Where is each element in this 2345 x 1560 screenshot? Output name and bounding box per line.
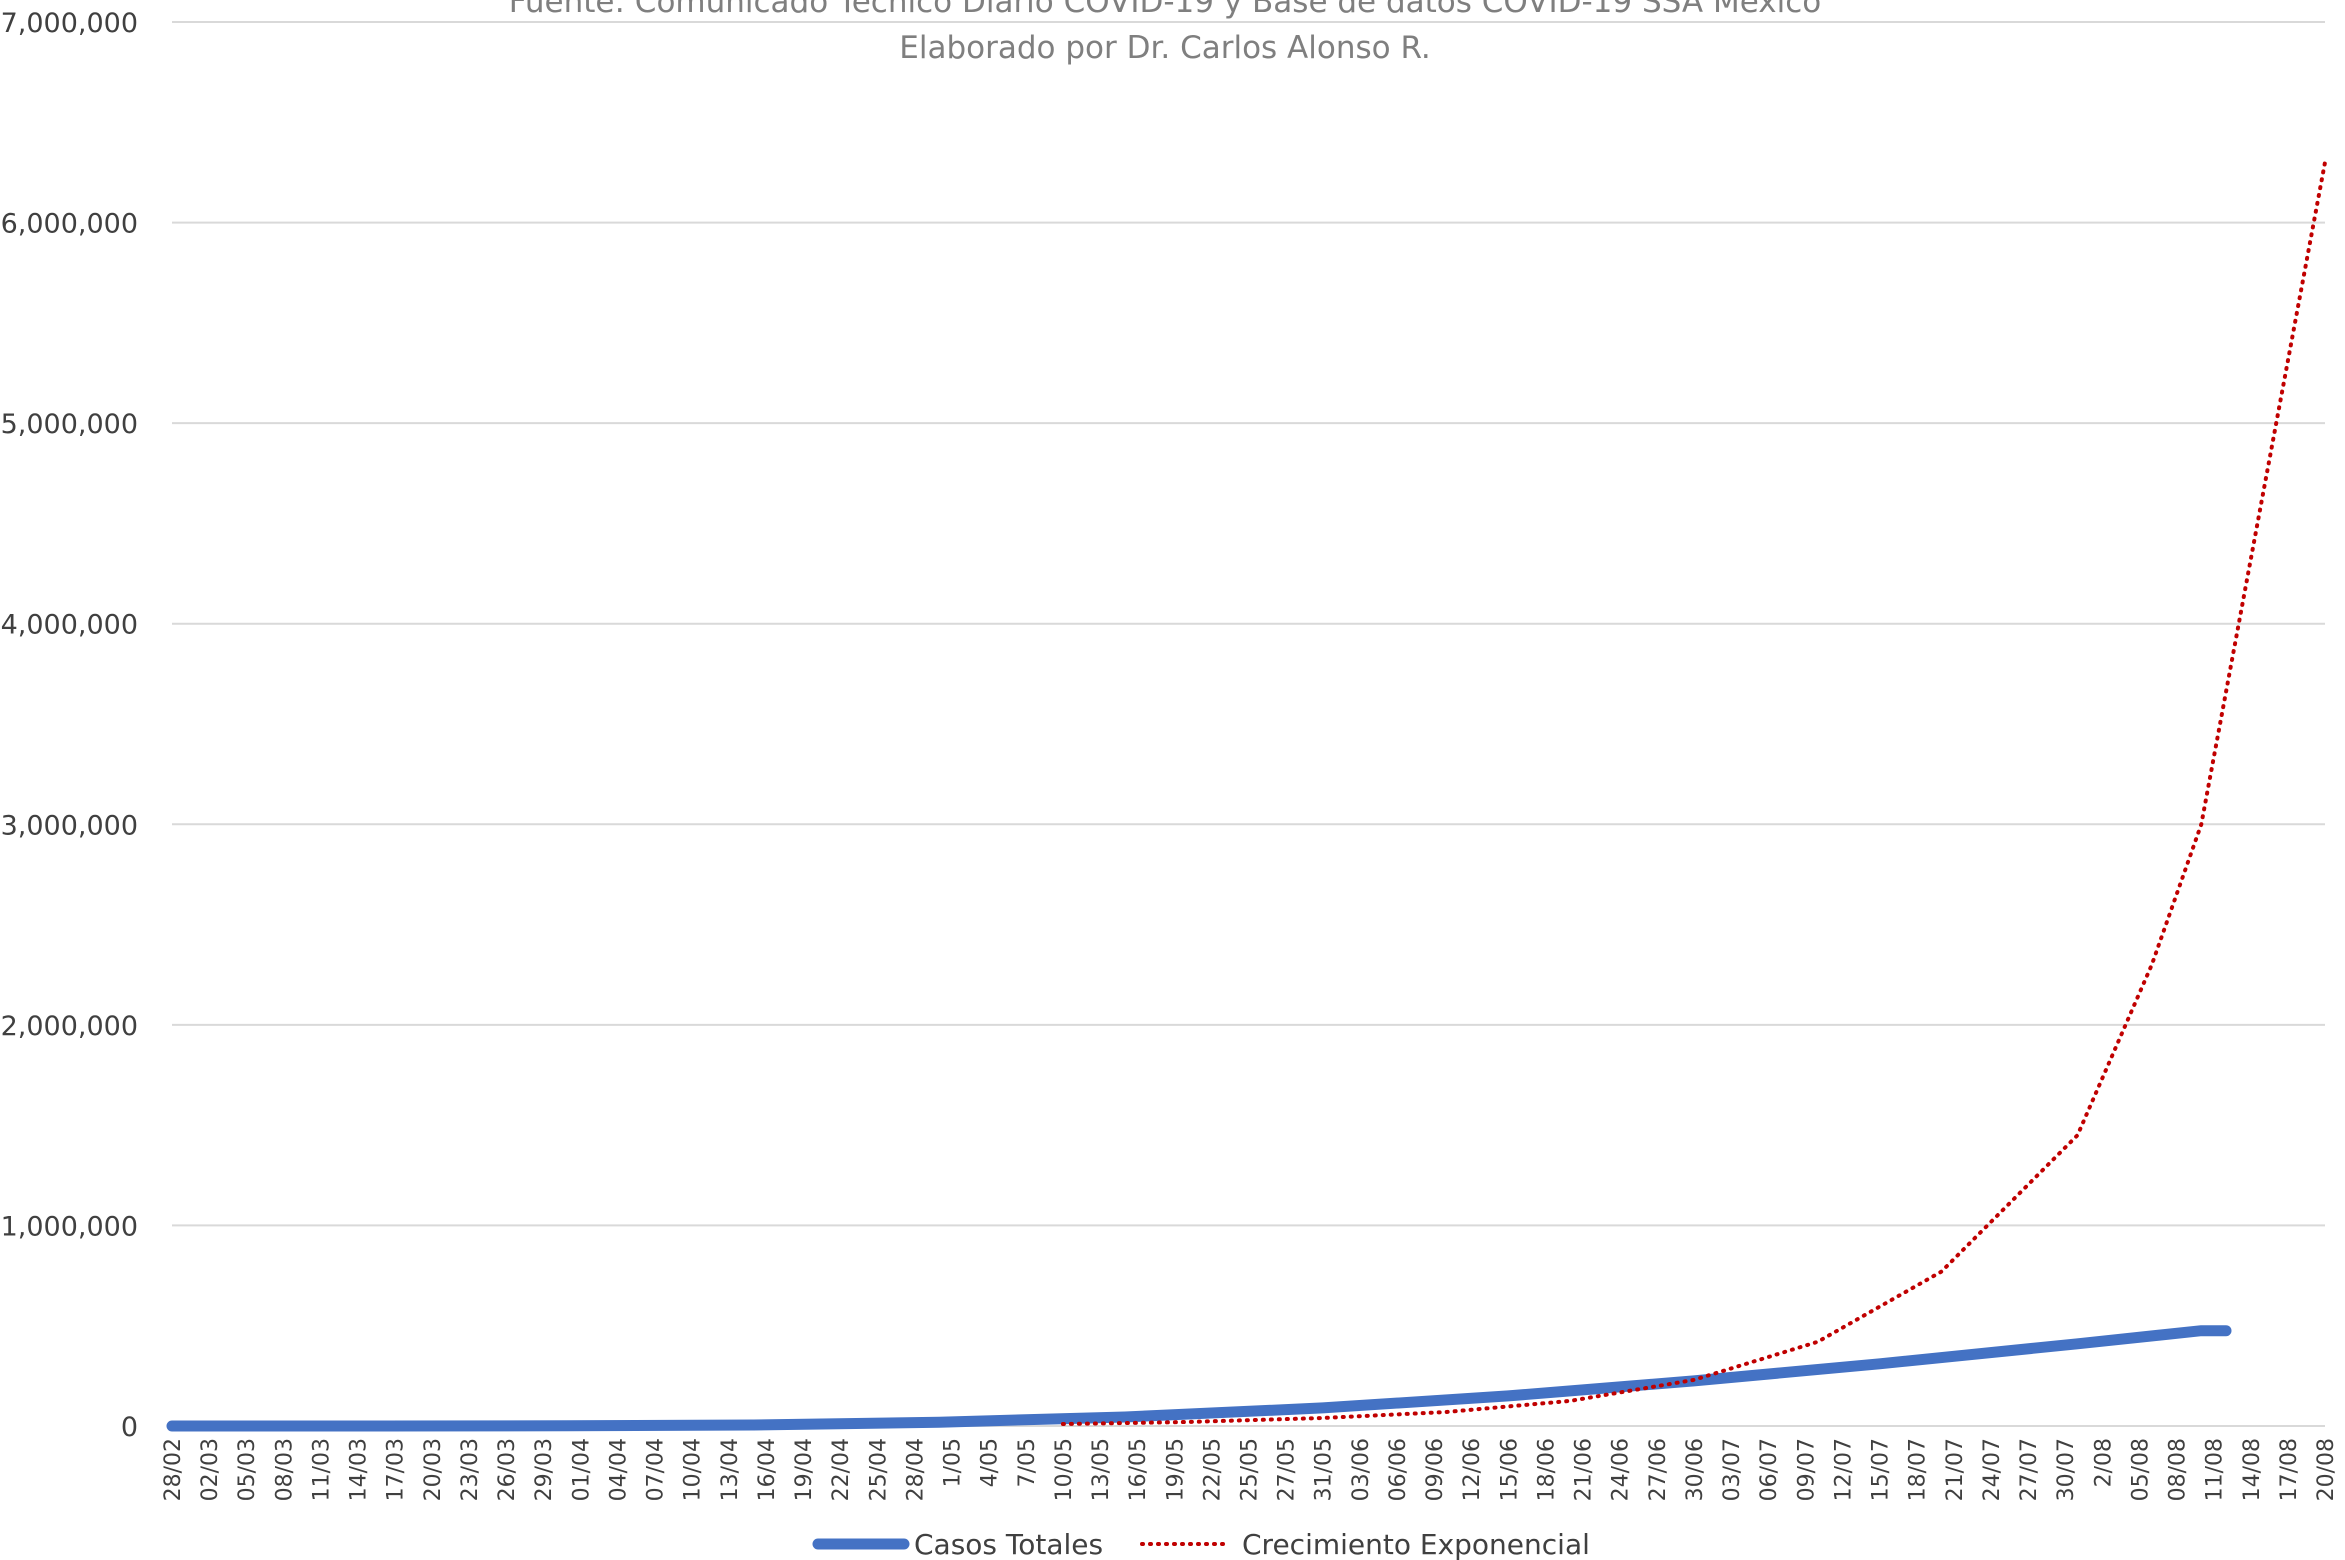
x-tick-label: 03/07 — [1720, 1438, 1745, 1501]
y-tick-label: 1,000,000 — [1, 1211, 138, 1242]
x-tick-label: 16/04 — [755, 1438, 780, 1501]
x-tick-label: 1/05 — [941, 1438, 966, 1487]
x-tick-label: 08/08 — [2166, 1438, 2191, 1501]
x-tick-label: 28/04 — [903, 1438, 928, 1501]
x-tick-label: 08/03 — [272, 1438, 297, 1501]
x-axis-ticks: 28/02 02/03 05/03 08/03 11/03 14/03 17/03 20/03… — [161, 1438, 2339, 1501]
x-tick-label: 14/08 — [2240, 1438, 2265, 1501]
x-tick-label: 26/03 — [495, 1438, 520, 1501]
gridlines — [172, 21, 2325, 1427]
x-tick-label: 07/04 — [644, 1438, 669, 1501]
x-tick-label: 09/06 — [1423, 1438, 1448, 1501]
y-tick-label: 5,000,000 — [1, 409, 138, 440]
x-tick-label: 15/06 — [1497, 1438, 1522, 1501]
x-tick-label: 03/06 — [1349, 1438, 1374, 1501]
x-tick-label: 18/06 — [1534, 1438, 1559, 1501]
x-tick-label: 05/03 — [235, 1438, 260, 1501]
x-tick-label: 25/04 — [866, 1438, 891, 1501]
x-tick-label: 10/05 — [1052, 1438, 1077, 1501]
x-tick-label: 28/02 — [161, 1438, 186, 1501]
y-tick-label: 6,000,000 — [1, 209, 138, 240]
x-tick-label: 7/05 — [1015, 1438, 1040, 1487]
x-tick-label: 11/03 — [309, 1438, 334, 1501]
x-tick-label: 29/03 — [532, 1438, 557, 1501]
x-tick-label: 16/05 — [1126, 1438, 1151, 1501]
x-tick-label: 19/05 — [1163, 1438, 1188, 1501]
x-tick-label: 13/05 — [1089, 1438, 1114, 1501]
x-tick-label: 24/07 — [1980, 1438, 2005, 1501]
chart-subtitles: Fuente: Comunicado Técnico Diario COVID-… — [509, 0, 1821, 66]
y-tick-label: 4,000,000 — [1, 610, 138, 641]
legend-label-crecimiento-exponencial: Crecimiento Exponencial — [1242, 1528, 1590, 1560]
x-tick-label: 21/06 — [1572, 1438, 1597, 1501]
series-lines — [166, 160, 2327, 1432]
y-axis-ticks: 0 1,000,000 2,000,000 3,000,000 4,000,000 5,0… — [1, 8, 138, 1443]
x-tick-label: 22/05 — [1200, 1438, 1225, 1501]
x-tick-label: 18/07 — [1906, 1438, 1931, 1501]
x-tick-label: 15/07 — [1869, 1438, 1894, 1501]
series-line-crecimiento-exponencial — [1060, 160, 2327, 1426]
x-tick-label: 01/04 — [569, 1438, 594, 1501]
x-tick-label: 17/03 — [384, 1438, 409, 1501]
series-line-casos-totales — [166, 1325, 2232, 1432]
x-tick-label: 24/06 — [1609, 1438, 1634, 1501]
x-tick-label: 14/03 — [347, 1438, 372, 1501]
x-tick-label: 23/03 — [458, 1438, 483, 1501]
x-tick-label: 11/08 — [2203, 1438, 2228, 1501]
x-tick-label: 10/04 — [681, 1438, 706, 1501]
x-tick-label: 20/03 — [421, 1438, 446, 1501]
legend-label-casos-totales: Casos Totales — [914, 1528, 1103, 1560]
x-tick-label: 31/05 — [1312, 1438, 1337, 1501]
x-tick-label: 25/05 — [1238, 1438, 1263, 1501]
x-tick-label: 12/07 — [1831, 1438, 1856, 1501]
x-tick-label: 20/08 — [2314, 1438, 2339, 1501]
y-tick-label: 7,000,000 — [1, 8, 138, 39]
x-tick-label: 19/04 — [792, 1438, 817, 1501]
x-tick-label: 04/04 — [606, 1438, 631, 1501]
x-tick-label: 02/03 — [198, 1438, 223, 1501]
x-tick-label: 17/08 — [2277, 1438, 2302, 1501]
x-tick-label: 13/04 — [718, 1438, 743, 1501]
x-tick-label: 30/06 — [1683, 1438, 1708, 1501]
x-tick-label: 2/08 — [2091, 1438, 2116, 1487]
y-tick-label: 2,000,000 — [1, 1011, 138, 1042]
x-tick-label: 27/05 — [1275, 1438, 1300, 1501]
x-tick-label: 22/04 — [829, 1438, 854, 1501]
chart-subtitle-author: Elaborado por Dr. Carlos Alonso R. — [899, 30, 1430, 66]
x-tick-label: 30/07 — [2054, 1438, 2079, 1501]
x-tick-label: 09/07 — [1794, 1438, 1819, 1501]
x-tick-label: 4/05 — [978, 1438, 1003, 1487]
x-tick-label: 27/06 — [1646, 1438, 1671, 1501]
x-tick-label: 06/06 — [1386, 1438, 1411, 1501]
x-tick-label: 21/07 — [1943, 1438, 1968, 1501]
y-tick-label: 3,000,000 — [1, 810, 138, 841]
x-tick-label: 27/07 — [2017, 1438, 2042, 1501]
y-tick-label: 0 — [121, 1412, 138, 1443]
x-tick-label: 12/06 — [1460, 1438, 1485, 1501]
x-tick-label: 05/08 — [2128, 1438, 2153, 1501]
x-tick-label: 06/07 — [1757, 1438, 1782, 1501]
chart-subtitle-source: Fuente: Comunicado Técnico Diario COVID-… — [509, 0, 1821, 20]
legend: Casos Totales Crecimiento Exponencial — [812, 1528, 1590, 1560]
